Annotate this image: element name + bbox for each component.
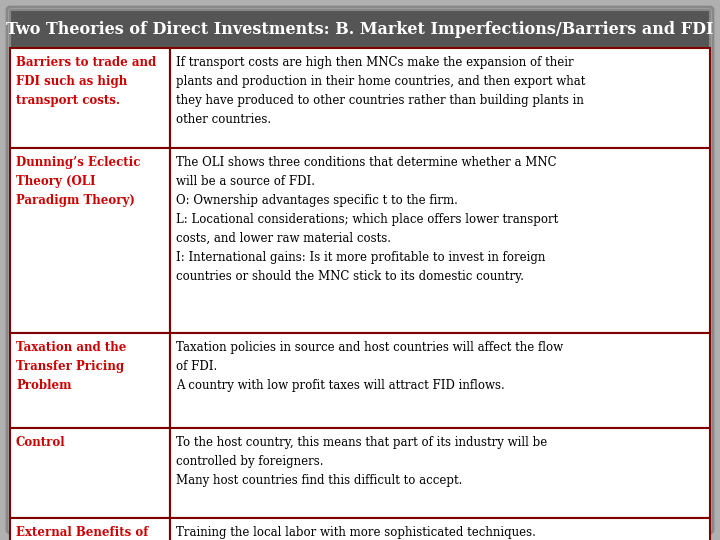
Text: Barriers to trade and
FDI such as high
transport costs.: Barriers to trade and FDI such as high t…: [16, 56, 156, 107]
Text: Taxation policies in source and host countries will affect the flow
of FDI.
A co: Taxation policies in source and host cou…: [176, 341, 563, 392]
Bar: [10, 148, 170, 333]
Bar: [170, 518, 710, 540]
Text: If transport costs are high then MNCs make the expansion of their
plants and pro: If transport costs are high then MNCs ma…: [176, 56, 585, 126]
Bar: [10, 518, 170, 540]
FancyBboxPatch shape: [7, 7, 713, 533]
Bar: [170, 428, 710, 518]
Text: Dunning’s Eclectic
Theory (OLI
Paradigm Theory): Dunning’s Eclectic Theory (OLI Paradigm …: [16, 156, 140, 207]
Text: To the host country, this means that part of its industry will be
controlled by : To the host country, this means that par…: [176, 436, 547, 487]
Bar: [170, 333, 710, 428]
Bar: [170, 148, 710, 333]
Bar: [10, 48, 170, 148]
Text: The OLI shows three conditions that determine whether a MNC
will be a source of : The OLI shows three conditions that dete…: [176, 156, 558, 283]
Text: Taxation and the
Transfer Pricing
Problem: Taxation and the Transfer Pricing Proble…: [16, 341, 127, 392]
Text: External Benefits of
FDI to the Host
Country: External Benefits of FDI to the Host Cou…: [16, 526, 148, 540]
Bar: [10, 10, 710, 48]
Bar: [10, 428, 170, 518]
Bar: [10, 333, 170, 428]
Text: Two Theories of Direct Investments: B. Market Imperfections/Barriers and FDI: Two Theories of Direct Investments: B. M…: [6, 21, 714, 37]
Text: Control: Control: [16, 436, 66, 449]
Text: Training the local labor with more sophisticated techniques.
Research and Develo: Training the local labor with more sophi…: [176, 526, 574, 540]
Bar: [170, 48, 710, 148]
